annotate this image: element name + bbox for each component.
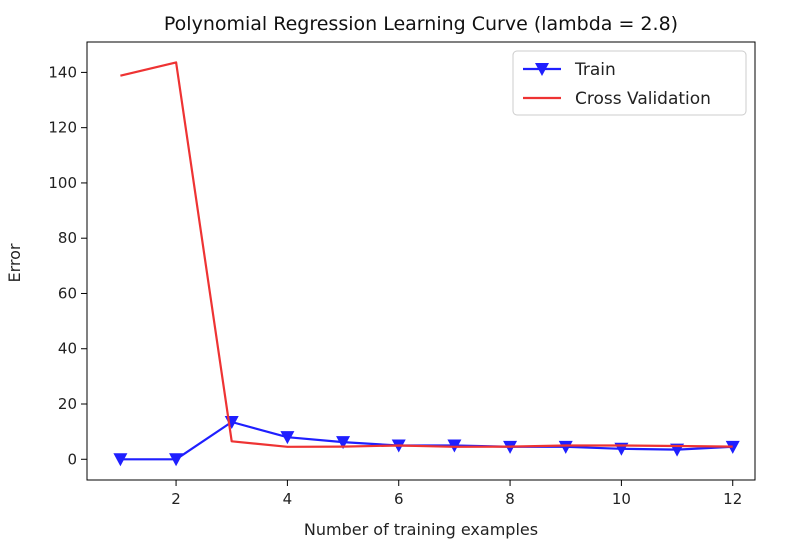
x-tick-label: 2 [171,490,181,508]
train-point [336,436,351,450]
y-tick-label: 120 [48,119,77,137]
train-point [113,453,128,467]
y-tick-label: 20 [58,395,77,413]
x-axis-label: Number of training examples [304,520,538,539]
chart-title: Polynomial Regression Learning Curve (la… [164,13,678,35]
y-tick-label: 80 [58,229,77,247]
y-tick-label: 0 [67,450,77,468]
train-point [169,453,184,467]
train-point [558,440,573,454]
legend-box [512,50,747,116]
train-point [280,431,295,445]
y-tick-label: 60 [58,284,77,302]
train-point [725,440,740,454]
axes-frame [86,41,756,481]
plot-area [113,61,740,467]
x-tick-label: 4 [283,490,293,508]
x-tick-label: 12 [723,490,742,508]
y-tick-label: 40 [58,340,77,358]
y-axis-label: Error [5,243,24,282]
legend-label: Train [574,60,616,80]
legend-swatch-marker [535,63,549,76]
x-tick-label: 8 [505,490,515,508]
series-line-1 [120,61,733,448]
legend-label: Cross Validation [575,89,711,109]
x-tick-label: 10 [612,490,631,508]
y-tick-label: 100 [48,174,77,192]
legend: Train Cross Validation [512,50,747,116]
y-tick-label: 140 [48,63,77,81]
series-line-0 [120,420,733,461]
x-tick-label: 6 [394,490,404,508]
